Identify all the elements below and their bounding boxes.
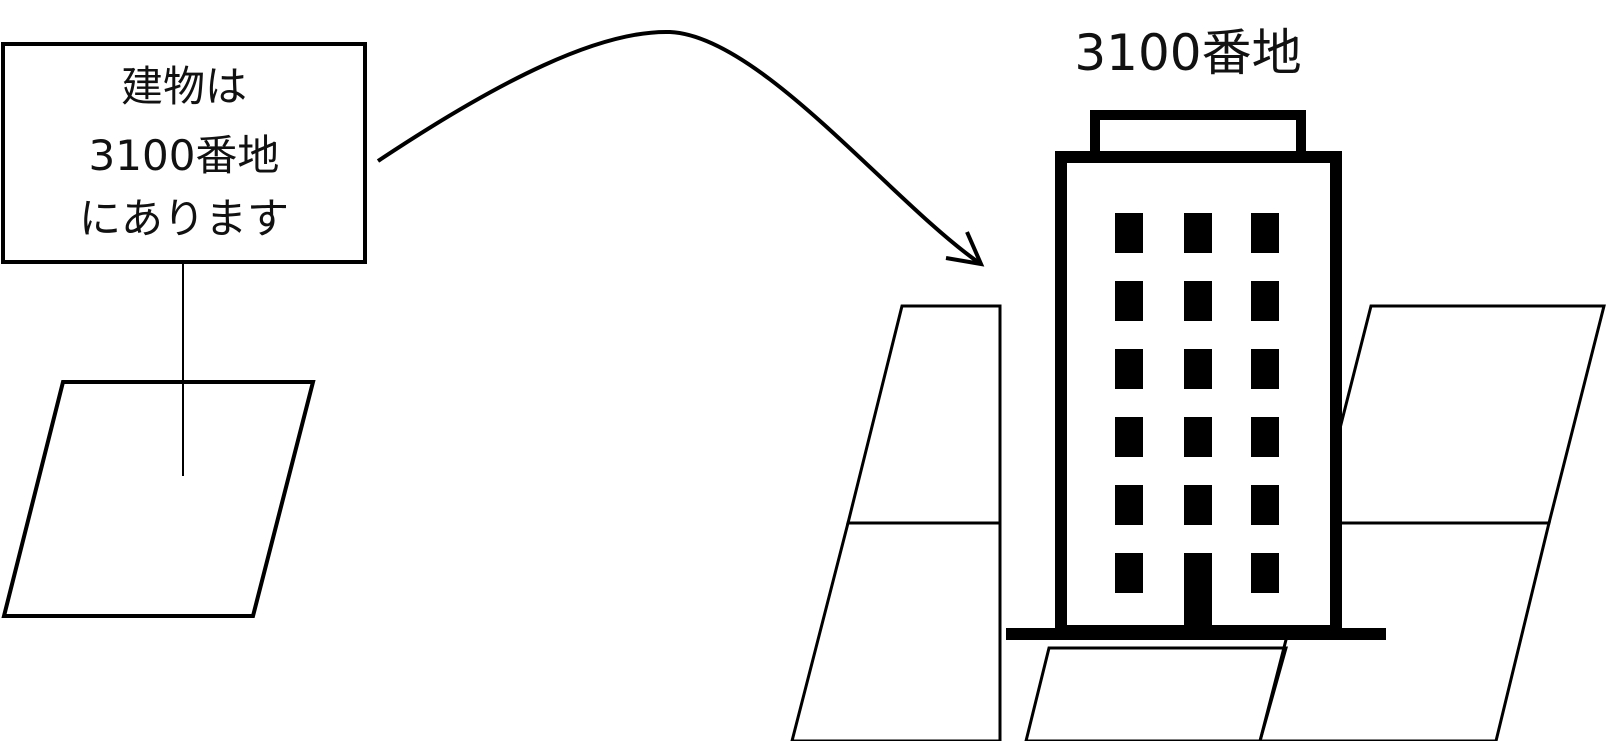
window bbox=[1184, 281, 1212, 321]
sign-group: 建物は 3100番地 にあります bbox=[1, 42, 367, 618]
office-building-icon bbox=[1006, 110, 1386, 640]
sign-text-line-1: 建物は bbox=[121, 62, 247, 111]
arrow-head bbox=[945, 231, 985, 267]
window bbox=[1251, 349, 1279, 389]
parcel-bottom-middle bbox=[1024, 646, 1288, 741]
window bbox=[1115, 417, 1143, 457]
window bbox=[1115, 485, 1143, 525]
window bbox=[1251, 553, 1279, 593]
window bbox=[1251, 281, 1279, 321]
building-door bbox=[1184, 553, 1212, 633]
window bbox=[1251, 485, 1279, 525]
window bbox=[1251, 213, 1279, 253]
parcel-top-right bbox=[1314, 304, 1606, 525]
sign-land-parcel bbox=[1, 380, 316, 618]
sign-text-line-2: 3100番地 bbox=[89, 131, 280, 180]
sign-board bbox=[1, 42, 367, 264]
window bbox=[1184, 485, 1212, 525]
window bbox=[1115, 553, 1143, 593]
parcel-bottom-right bbox=[1258, 521, 1551, 741]
building-base bbox=[1006, 628, 1386, 640]
window bbox=[1251, 417, 1279, 457]
curved-arrow bbox=[376, 29, 985, 267]
arrow-curve bbox=[376, 29, 980, 264]
window bbox=[1184, 349, 1212, 389]
parcel-bottom-left bbox=[790, 521, 1002, 741]
sign-text-line-3: にあります bbox=[79, 194, 289, 243]
window bbox=[1115, 213, 1143, 253]
window bbox=[1115, 281, 1143, 321]
building-address-label: 3100番地 bbox=[1074, 24, 1301, 82]
window bbox=[1184, 417, 1212, 457]
parcel-top-left bbox=[846, 304, 1002, 525]
window bbox=[1184, 213, 1212, 253]
window bbox=[1115, 349, 1143, 389]
building-windows bbox=[1115, 213, 1279, 593]
